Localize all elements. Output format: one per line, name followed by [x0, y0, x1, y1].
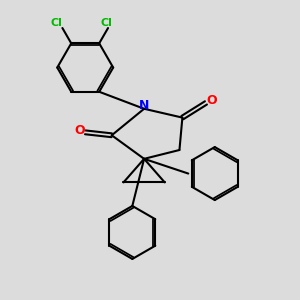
Text: Cl: Cl [100, 18, 112, 28]
Text: N: N [139, 99, 149, 112]
Text: Cl: Cl [51, 18, 62, 28]
Text: O: O [206, 94, 217, 107]
Text: O: O [75, 124, 85, 137]
